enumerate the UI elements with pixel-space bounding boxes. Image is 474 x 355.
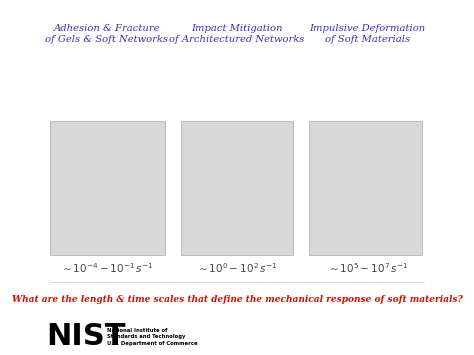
Text: Impulsive Deformation
of Soft Materials: Impulsive Deformation of Soft Materials	[309, 24, 426, 44]
Bar	[181, 121, 293, 255]
Text: $\sim 10^{5} - 10^{7}\, s^{-1}$: $\sim 10^{5} - 10^{7}\, s^{-1}$	[327, 261, 408, 274]
Text: $\sim 10^{-4} - 10^{-1}\, s^{-1}$: $\sim 10^{-4} - 10^{-1}\, s^{-1}$	[60, 261, 154, 274]
Text: Impact Mitigation
of Architectured Networks: Impact Mitigation of Architectured Netwo…	[169, 24, 305, 44]
Text: $\sim 10^{0} - 10^{2}\, s^{-1}$: $\sim 10^{0} - 10^{2}\, s^{-1}$	[196, 261, 278, 274]
Text: What are the length & time scales that define the mechanical response of soft ma: What are the length & time scales that d…	[12, 295, 462, 304]
Bar	[50, 121, 165, 255]
Text: National Institute of
Standards and Technology
U.S. Department of Commerce: National Institute of Standards and Tech…	[107, 328, 197, 346]
Text: NIST: NIST	[46, 322, 126, 351]
Bar	[309, 121, 422, 255]
Text: Adhesion & Fracture
of Gels & Soft Networks: Adhesion & Fracture of Gels & Soft Netwo…	[45, 24, 168, 44]
